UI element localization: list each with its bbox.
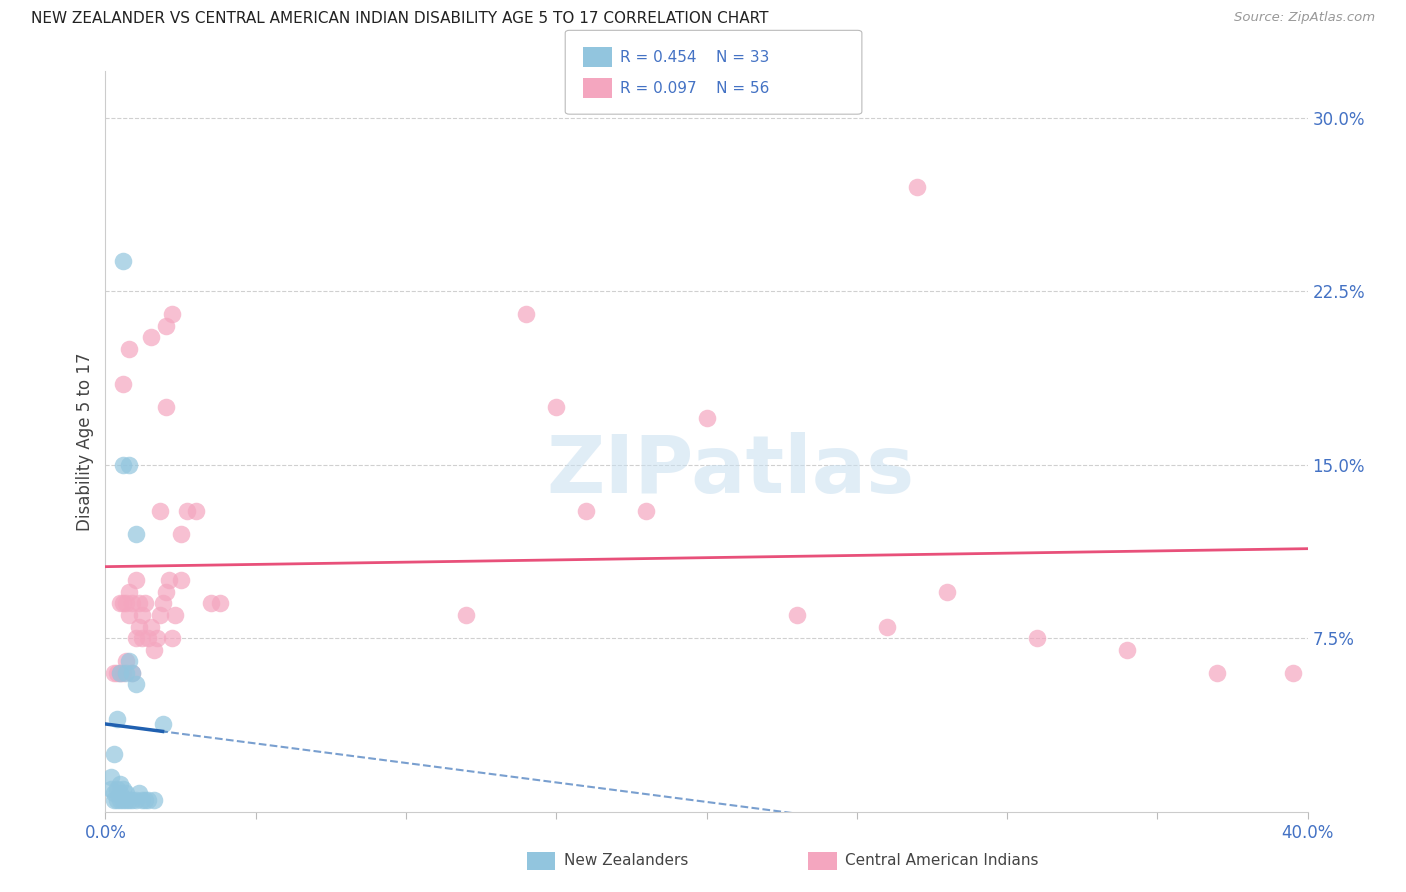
Point	[124, 677, 146, 691]
Point	[124, 631, 146, 645]
Point	[118, 458, 141, 472]
Point	[139, 330, 162, 344]
Point	[128, 597, 150, 611]
Point	[103, 747, 125, 761]
Point	[157, 574, 180, 588]
Point	[112, 458, 135, 472]
Point	[786, 608, 808, 623]
Point	[128, 619, 150, 633]
Point	[124, 793, 146, 807]
Point	[1026, 631, 1049, 645]
Point	[118, 342, 141, 356]
Point	[575, 504, 598, 518]
Point	[454, 608, 477, 623]
Point	[155, 585, 177, 599]
Point	[208, 597, 231, 611]
Point	[1116, 642, 1139, 657]
Point	[112, 597, 135, 611]
Point	[136, 793, 159, 807]
Point	[110, 793, 132, 807]
Text: New Zealanders: New Zealanders	[564, 854, 688, 868]
Point	[107, 665, 129, 680]
Point	[103, 793, 125, 807]
Point	[118, 793, 141, 807]
Point	[515, 307, 537, 321]
Y-axis label: Disability Age 5 to 17: Disability Age 5 to 17	[76, 352, 94, 531]
Point	[121, 793, 143, 807]
Point	[131, 608, 153, 623]
Point	[636, 504, 658, 518]
Point	[160, 631, 183, 645]
Point	[169, 527, 191, 541]
Point	[112, 665, 135, 680]
Point	[148, 608, 170, 623]
Point	[107, 781, 129, 796]
Point	[124, 574, 146, 588]
Point	[121, 597, 143, 611]
Text: R = 0.454    N = 33: R = 0.454 N = 33	[620, 50, 769, 64]
Point	[107, 712, 129, 726]
Point	[115, 654, 138, 668]
Point	[200, 597, 222, 611]
Point	[112, 254, 135, 268]
Point	[100, 770, 122, 784]
Point	[103, 786, 125, 800]
Point	[905, 180, 928, 194]
Point	[148, 504, 170, 518]
Point	[115, 793, 138, 807]
Point	[107, 793, 129, 807]
Point	[139, 619, 162, 633]
Point	[1206, 665, 1229, 680]
Point	[118, 654, 141, 668]
Point	[124, 527, 146, 541]
Point	[121, 665, 143, 680]
Point	[112, 793, 135, 807]
Point	[115, 786, 138, 800]
Point	[1281, 665, 1303, 680]
Point	[131, 793, 153, 807]
Text: ZIPatlas: ZIPatlas	[547, 432, 915, 510]
Point	[118, 585, 141, 599]
Point	[152, 597, 174, 611]
Point	[142, 642, 165, 657]
Point	[546, 400, 568, 414]
Point	[110, 665, 132, 680]
Point	[128, 786, 150, 800]
Point	[696, 411, 718, 425]
Point	[115, 665, 138, 680]
Point	[136, 631, 159, 645]
Point	[176, 504, 198, 518]
Point	[142, 793, 165, 807]
Point	[155, 400, 177, 414]
Point	[118, 608, 141, 623]
Point	[876, 619, 898, 633]
Point	[163, 608, 186, 623]
Point	[112, 781, 135, 796]
Point	[110, 777, 132, 791]
Point	[152, 716, 174, 731]
Text: R = 0.097    N = 56: R = 0.097 N = 56	[620, 81, 769, 95]
Point	[100, 781, 122, 796]
Point	[112, 376, 135, 391]
Point	[103, 665, 125, 680]
Point	[110, 597, 132, 611]
Point	[115, 597, 138, 611]
Point	[155, 318, 177, 333]
Text: NEW ZEALANDER VS CENTRAL AMERICAN INDIAN DISABILITY AGE 5 TO 17 CORRELATION CHAR: NEW ZEALANDER VS CENTRAL AMERICAN INDIAN…	[31, 11, 769, 26]
Point	[134, 793, 156, 807]
Point	[121, 665, 143, 680]
Point	[131, 631, 153, 645]
Point	[145, 631, 167, 645]
Point	[160, 307, 183, 321]
Text: Source: ZipAtlas.com: Source: ZipAtlas.com	[1234, 11, 1375, 24]
Point	[110, 786, 132, 800]
Point	[134, 597, 156, 611]
Text: Central American Indians: Central American Indians	[845, 854, 1039, 868]
Point	[169, 574, 191, 588]
Point	[184, 504, 207, 518]
Point	[110, 665, 132, 680]
Point	[936, 585, 959, 599]
